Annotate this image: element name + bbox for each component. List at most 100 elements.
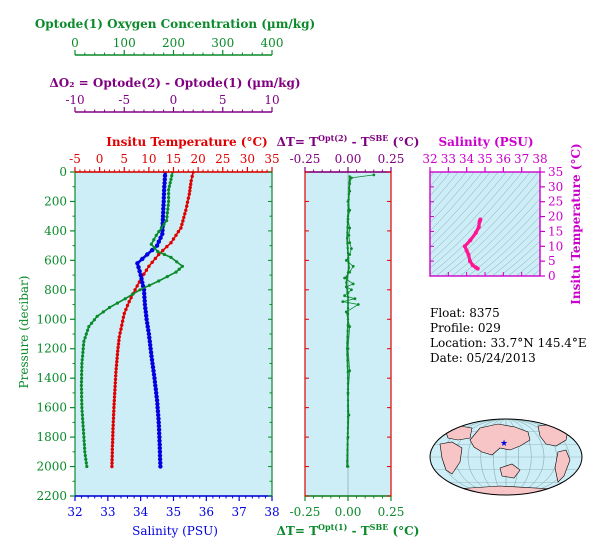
pressure-tick-label: 1600 — [36, 401, 67, 415]
delta-t-optode1-point — [346, 231, 349, 234]
salinity-profile-point — [142, 291, 147, 296]
delta-t-optode1-point — [346, 426, 350, 430]
temperature-tick-label: 25 — [215, 152, 230, 166]
temperature-profile-point — [174, 233, 178, 237]
temperature-profile-point — [117, 335, 122, 339]
salinity-profile-point — [157, 438, 162, 443]
delta-t-optode1-point — [347, 203, 350, 207]
oxygen-axis: Optode(1) Oxygen Concentration (µm/kg) 0… — [35, 17, 315, 56]
temperature-profile-point — [133, 288, 137, 292]
temperature-profile-point — [129, 296, 133, 300]
temperature-profile-point — [157, 252, 161, 257]
oxygen-profile-point — [169, 177, 173, 181]
float-id: Float: 8375 — [430, 306, 500, 320]
temperature-profile-point — [171, 237, 176, 241]
delta-t-bottom-label: ΔT= TOpt(1) - TSBE (°C) — [277, 522, 420, 538]
delta-t-optode1-point — [347, 192, 351, 196]
salinity-profile-point — [154, 390, 159, 396]
oxygen-profile-point — [138, 288, 142, 292]
temperature-profile-point — [185, 200, 190, 204]
temperature-profile-point — [124, 307, 128, 312]
oxygen-profile-point — [82, 339, 86, 343]
delta-t-optode1-point — [346, 324, 349, 327]
delta-t-panel: -0.25 -0.25 0.00 0.00 0.25 0.25 ΔT= TOpt(2) -… — [277, 133, 420, 538]
oxygen-profile-point — [85, 464, 89, 469]
oxygen-profile-point — [80, 398, 84, 402]
oxygen-profile-point — [83, 450, 87, 454]
temperature-tick-label: 20 — [190, 152, 205, 166]
oxygen-profile-point — [80, 361, 84, 366]
ts-profile-point — [464, 248, 469, 253]
temperature-profile-point — [110, 440, 115, 445]
salinity-profile-point — [150, 361, 155, 366]
delta-t-top-tick-label: 0.00 — [335, 152, 362, 166]
delta-t-optode1-point — [346, 291, 349, 294]
oxygen-profile-point — [81, 417, 85, 421]
delta-t-optode1-point — [346, 437, 349, 441]
delta-o2-tick-label: 10 — [264, 93, 279, 107]
ts-salinity-tick-label: 37 — [514, 152, 529, 166]
oxygen-profile-point — [82, 439, 86, 443]
profile-date: Date: 05/24/2013 — [430, 351, 536, 365]
temperature-profile-point — [176, 229, 181, 234]
temperature-tick-label: 15 — [166, 152, 181, 166]
oxygen-profile-point — [90, 321, 94, 325]
temperature-profile-point — [187, 192, 191, 196]
ts-density-contour — [475, 215, 540, 276]
delta-t-top-label: ΔT= TOpt(2) - TSBE (°C) — [277, 133, 420, 149]
salinity-profile-point — [136, 265, 141, 270]
salinity-tick-label: 34 — [133, 505, 149, 519]
salinity-profile-point — [152, 379, 158, 385]
ts-profile-point — [466, 252, 471, 257]
pressure-tick-label: 1400 — [36, 371, 67, 385]
delta-t-optode2-point — [346, 391, 350, 395]
salinity-profile-point — [143, 306, 148, 311]
temperature-profile-point — [121, 315, 126, 319]
ts-salinity-label: Salinity (PSU) — [438, 135, 533, 149]
delta-t-optode1-point — [346, 415, 350, 418]
salinity-profile-point — [148, 342, 153, 348]
float-location: Location: 33.7°N 145.4°E — [430, 336, 587, 350]
oxygen-profile-point — [167, 184, 171, 188]
salinity-profile-point — [158, 460, 163, 466]
oxygen-profile-point — [80, 358, 84, 362]
pressure-tick-label: 0 — [59, 165, 67, 179]
delta-t-optode1-point — [348, 175, 351, 178]
oxygen-profile-point — [83, 453, 87, 458]
oxygen-profile-point — [82, 435, 86, 439]
salinity-tick-label: 33 — [100, 505, 115, 519]
oxygen-profile-point — [174, 270, 178, 274]
delta-t-optode1-point — [346, 443, 349, 446]
delta-t-optode1-point — [347, 209, 350, 212]
salinity-profile-point — [156, 427, 162, 432]
pressure-tick-label: 200 — [44, 194, 67, 208]
temperature-profile-point — [188, 189, 192, 193]
salinity-tick-label: 36 — [199, 505, 214, 519]
temperature-tick-label: 30 — [240, 152, 255, 166]
salinity-profile-point — [161, 210, 166, 215]
ts-temperature-tick-label: 35 — [548, 165, 563, 179]
ts-temperature-tick-label: 5 — [548, 254, 556, 268]
salinity-tick-label: 35 — [166, 505, 181, 519]
temperature-profile-point — [110, 451, 115, 455]
temperature-profile-point — [110, 458, 114, 462]
salinity-profile-point — [142, 298, 147, 304]
temperature-profile-point — [161, 248, 165, 253]
delta-t-optode2-point — [351, 282, 355, 286]
delta-t-optode2-point — [344, 259, 348, 262]
oxygen-profile-point — [149, 242, 153, 246]
oxygen-profile-point — [84, 332, 88, 336]
temperature-profile-point — [112, 405, 116, 410]
temperature-axis-label: Insitu Temperature (°C) — [106, 135, 267, 149]
oxygen-tick-label: 0 — [71, 36, 79, 50]
salinity-profile-point — [143, 309, 148, 315]
salinity-profile-point — [162, 173, 168, 178]
ts-profile-point — [477, 219, 482, 224]
ts-salinity-tick-label: 38 — [532, 152, 547, 166]
salinity-profile-point — [153, 387, 158, 392]
map-africa — [439, 441, 463, 475]
delta-o2-tick-label: -5 — [118, 93, 130, 107]
map-australia — [499, 463, 521, 479]
temperature-profile-point — [112, 395, 117, 399]
ts-salinity-tick-label: 36 — [496, 152, 511, 166]
